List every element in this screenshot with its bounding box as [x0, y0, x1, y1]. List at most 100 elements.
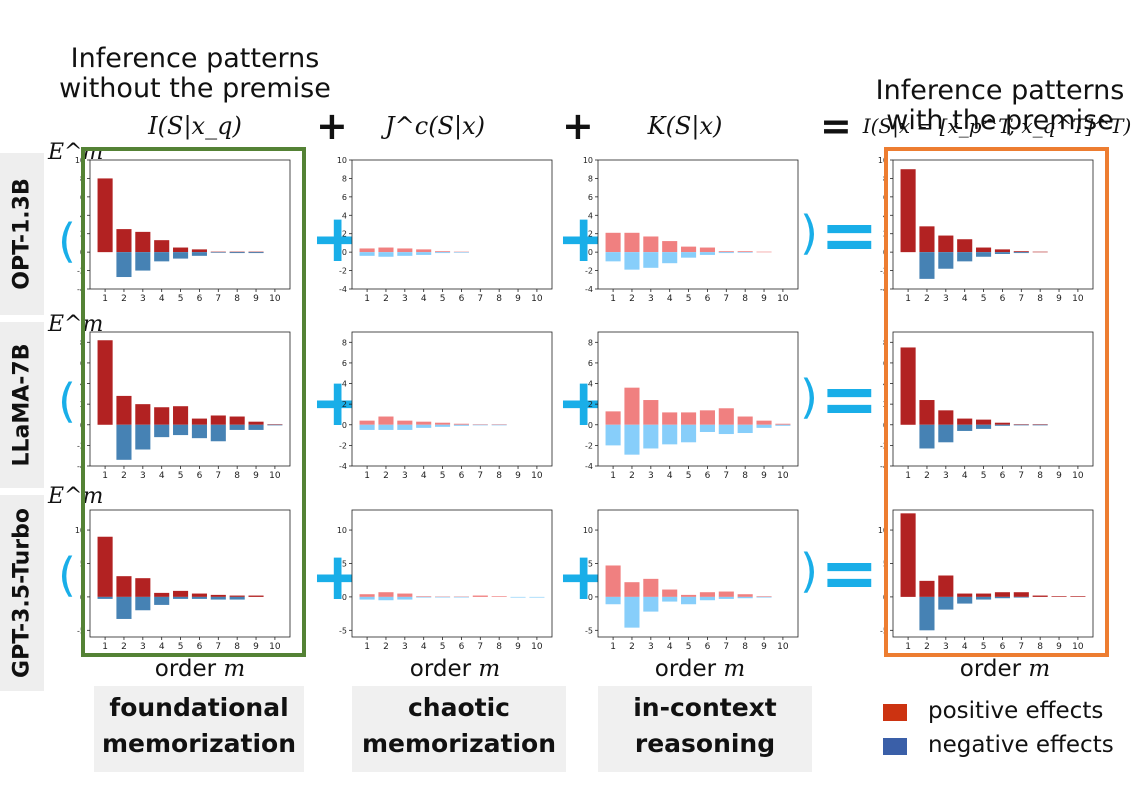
x-tick-label: 8 — [234, 642, 240, 652]
x-axis-label-col3: order m — [654, 656, 746, 682]
bar-positive — [699, 247, 715, 253]
bar-negative — [737, 424, 753, 434]
bar-positive — [97, 340, 113, 425]
bar-positive — [173, 406, 189, 425]
right-paren-row1: ) — [800, 206, 818, 260]
bar-negative — [116, 596, 132, 619]
bar-negative — [210, 424, 226, 442]
x-tick-label: 5 — [440, 294, 446, 304]
y-tick-label: 8 — [588, 174, 593, 183]
bar-positive — [957, 239, 973, 253]
bar-negative — [173, 252, 189, 259]
plot-area — [351, 159, 553, 290]
x-tick-label: 9 — [1056, 642, 1062, 652]
bar-positive — [491, 424, 507, 425]
bar-positive — [718, 591, 734, 597]
chart-1-2: 1 2 3 4 5 6 7 8 9 10 -4 -2 0 2 4 6 8 10 — [337, 156, 553, 304]
bar-positive — [737, 594, 753, 597]
bar-positive — [1051, 596, 1067, 597]
y-tick-label: 8 — [342, 174, 347, 183]
bar-positive — [191, 249, 207, 253]
bar-negative — [994, 424, 1010, 426]
y-tick-label: 0 — [588, 248, 593, 257]
x-tick-label: 6 — [1000, 642, 1006, 652]
x-tick-label: 4 — [667, 471, 673, 481]
bar-positive — [737, 416, 753, 425]
y-tick-label: 6 — [342, 193, 347, 202]
x-tick-label: 5 — [178, 471, 184, 481]
x-tick-label: 2 — [629, 294, 635, 304]
bar-negative — [191, 252, 207, 256]
bar-positive — [210, 415, 226, 425]
x-tick-label: 8 — [1037, 294, 1043, 304]
left-paren-row2: ( — [58, 374, 76, 428]
x-tick-label: 2 — [629, 642, 635, 652]
x-tick-label: 7 — [1018, 471, 1024, 481]
bar-negative — [976, 424, 992, 429]
bar-negative — [957, 424, 973, 431]
y-tick-label: 8 — [342, 338, 347, 347]
formula-col1: I(S|x_q) — [148, 112, 242, 140]
x-tick-label: 6 — [459, 642, 465, 652]
bar-negative — [681, 424, 697, 443]
bar-negative — [210, 252, 226, 253]
bar-positive — [173, 247, 189, 253]
legend-label-negative: negative effects — [928, 732, 1114, 758]
y-axis-symbol-row3: E^m — [48, 484, 104, 509]
bar-positive — [605, 565, 621, 597]
category-in-context: in-context reasoning — [598, 686, 812, 772]
bar-positive — [416, 249, 432, 253]
x-tick-label: 7 — [1018, 642, 1024, 652]
bar-positive — [267, 424, 283, 425]
row-label-gpt: GPT-3.5-Turbo — [0, 495, 44, 691]
bar-positive — [605, 232, 621, 253]
bar-positive — [173, 590, 189, 597]
bar-negative — [229, 596, 245, 600]
x-tick-label: 6 — [197, 642, 203, 652]
x-tick-label: 8 — [496, 642, 502, 652]
bar-positive — [919, 400, 935, 425]
x-tick-label: 9 — [761, 294, 767, 304]
bar-negative — [453, 424, 469, 426]
bar-negative — [359, 424, 375, 430]
x-tick-label: 2 — [121, 642, 127, 652]
formula-col2: J^c(S|x) — [385, 112, 485, 140]
y-tick-label: 5 — [342, 559, 347, 568]
y-tick-label: -5 — [339, 626, 347, 635]
y-tick-label: -2 — [585, 267, 593, 276]
x-tick-label: 7 — [723, 642, 729, 652]
bar-positive — [210, 251, 226, 253]
bar-negative — [957, 252, 973, 262]
y-tick-label: 10 — [75, 156, 85, 165]
plus-operator-2: + — [562, 104, 594, 148]
x-axis-label-col2: order m — [409, 656, 501, 682]
bar-positive — [248, 251, 264, 253]
bar-negative — [397, 424, 413, 430]
bar-positive — [416, 421, 432, 425]
x-tick-label: 4 — [421, 294, 427, 304]
bar-negative — [116, 252, 132, 278]
bar-negative — [1013, 252, 1029, 254]
x-tick-label: 9 — [253, 294, 259, 304]
y-tick-label: 0 — [342, 593, 347, 602]
category-chaotic: chaotic memorization — [352, 686, 566, 772]
x-tick-label: 8 — [234, 294, 240, 304]
x-tick-label: 8 — [742, 294, 748, 304]
bar-negative — [605, 596, 621, 605]
x-tick-label: 8 — [742, 642, 748, 652]
bar-negative — [359, 596, 375, 600]
bar-positive — [1013, 592, 1029, 597]
bar-positive — [1032, 424, 1048, 425]
bar-negative — [135, 252, 151, 271]
bar-positive — [624, 387, 640, 425]
row-label-llama: LLaMA-7B — [0, 322, 44, 488]
bar-negative — [416, 596, 432, 598]
y-tick-label: -4 — [585, 285, 593, 294]
y-tick-label: 10 — [337, 526, 347, 535]
y-tick-label: 2 — [342, 230, 347, 239]
bar-positive — [919, 580, 935, 597]
y-tick-label: 10 — [583, 156, 593, 165]
bar-negative — [229, 252, 245, 254]
bar-positive — [116, 395, 132, 425]
